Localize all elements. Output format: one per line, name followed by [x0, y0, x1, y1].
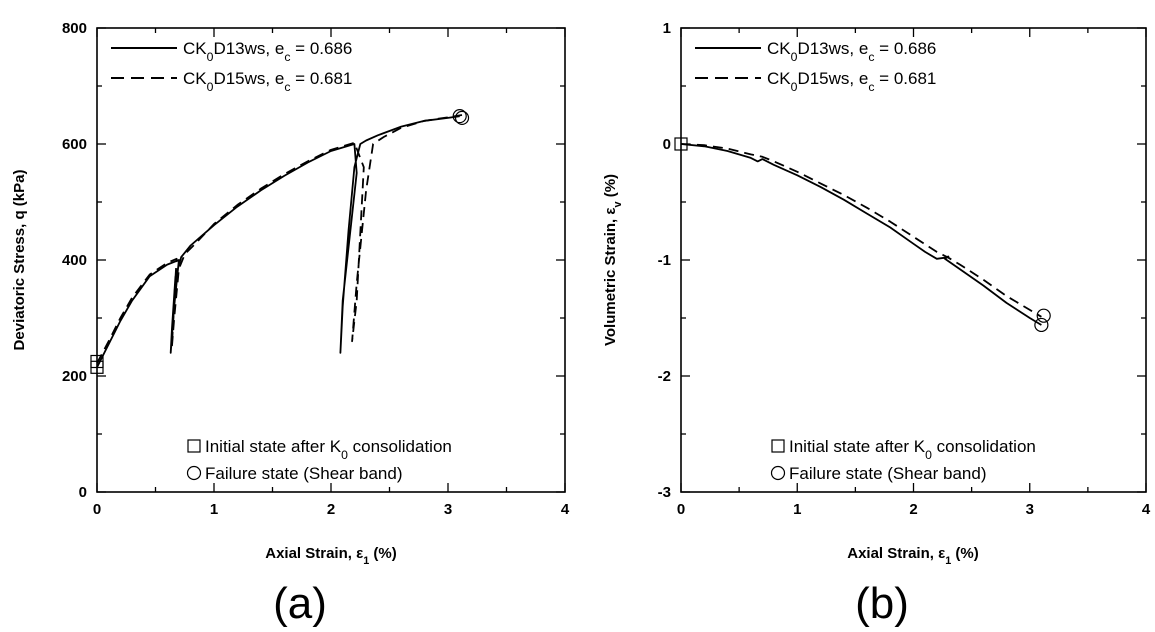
y-tick-label: 1 [663, 20, 671, 37]
x-tick-label: 3 [1026, 501, 1034, 518]
y-tick-label: -1 [658, 252, 671, 269]
y-tick-label: 200 [62, 368, 87, 385]
legend-marker-square [187, 439, 201, 453]
x-tick-label: 0 [93, 501, 101, 518]
panel-b-y-axis-title: Volumetric Strain, εv (%) [602, 174, 624, 346]
panel-b-series [680, 143, 1042, 326]
x-tick-label: 2 [327, 501, 335, 518]
y-tick-label: 0 [79, 484, 87, 501]
panel-a-markers [90, 109, 470, 374]
legend-entry-label: CK0D13ws, ec = 0.686 [183, 39, 352, 64]
series-line-1 [680, 143, 1042, 326]
x-tick-label: 4 [561, 501, 570, 518]
panel-b-markers [674, 137, 1051, 333]
failure-state-marker [1034, 317, 1049, 333]
legend-marker-square [771, 439, 785, 453]
failure-state-marker [1036, 308, 1051, 323]
panel-a-x-axis-title: Axial Strain, ε1 (%) [265, 545, 397, 567]
panel-b-x-axis-title: Axial Strain, ε1 (%) [847, 545, 979, 567]
panel-a-label: (a) [273, 579, 327, 628]
panel-a-line-legend: CK0D13ws, ec = 0.686 CK0D15ws, ec = 0.681 [111, 39, 352, 94]
panel-b-tick-labels: 0 1 2 3 4 -3 -2 -1 0 1 [658, 20, 1151, 518]
x-tick-label: 2 [909, 501, 917, 518]
panel-a-ticks [96, 27, 566, 493]
initial-state-marker [90, 354, 104, 369]
series-line-1 [96, 115, 460, 368]
y-tick-label: 400 [62, 252, 87, 269]
panel-a-marker-legend: Initial state after K0 consolidation Fail… [186, 437, 452, 483]
panel-b-label: (b) [855, 579, 909, 628]
legend-entry-label: CK0D15ws, ec = 0.681 [767, 69, 936, 94]
panel-a-y-axis-title: Deviatoric Stress, q (kPa) [11, 170, 28, 351]
panel-a-plot-frame [96, 27, 566, 493]
panel-b-marker-legend: Initial state after K0 consolidation Fail… [770, 437, 1036, 483]
panel-b-volumetric-strain-chart: 0 1 2 3 4 -3 -2 -1 0 1 CK0D13ws, ec = 0.686 CK0D15… [602, 20, 1151, 628]
marker-legend-label: Failure state (Shear band) [205, 464, 403, 483]
marker-legend-label: Failure state (Shear band) [789, 464, 987, 483]
failure-state-marker [452, 109, 467, 124]
series-line-2 [96, 114, 463, 364]
panel-a-series [96, 114, 463, 368]
marker-legend-label: Initial state after K0 consolidation [789, 437, 1036, 462]
y-tick-label: 600 [62, 136, 87, 153]
failure-state-marker [454, 110, 470, 126]
x-tick-label: 1 [210, 501, 218, 518]
panel-b-ticks [680, 27, 1147, 493]
legend-marker-circle [186, 465, 202, 481]
legend-marker-circle [770, 465, 786, 481]
legend-entry-label: CK0D13ws, ec = 0.686 [767, 39, 936, 64]
x-tick-label: 0 [677, 501, 685, 518]
y-tick-label: -3 [658, 484, 671, 501]
series-line-2 [680, 143, 1042, 318]
marker-legend-label: Initial state after K0 consolidation [205, 437, 452, 462]
x-tick-label: 1 [793, 501, 801, 518]
panel-a-tick-labels: 0 1 2 3 4 0 200 400 600 800 [62, 20, 570, 518]
y-tick-label: 800 [62, 20, 87, 37]
panel-b-line-legend: CK0D13ws, ec = 0.686 CK0D15ws, ec = 0.681 [695, 39, 936, 94]
initial-state-marker [674, 137, 688, 151]
x-tick-label: 4 [1142, 501, 1151, 518]
x-tick-label: 3 [444, 501, 452, 518]
y-tick-label: 0 [663, 136, 671, 153]
y-tick-label: -2 [658, 368, 671, 385]
panel-b-plot-frame [680, 27, 1147, 493]
legend-entry-label: CK0D15ws, ec = 0.681 [183, 69, 352, 94]
